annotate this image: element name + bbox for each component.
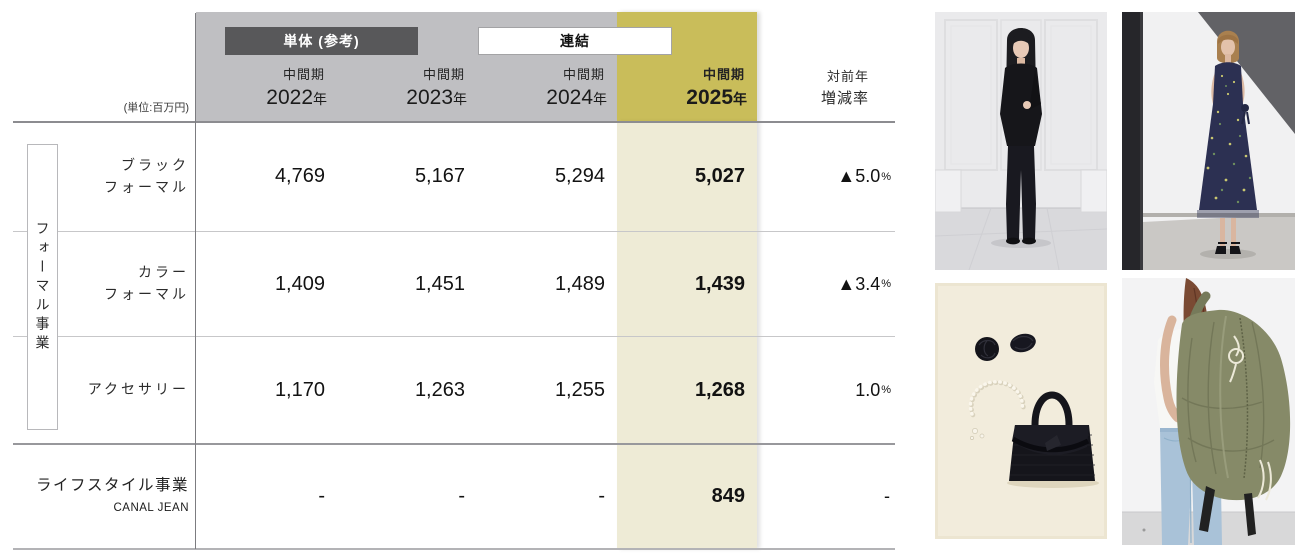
year-label: 2025 [686, 86, 733, 109]
row-separator [13, 336, 895, 337]
value-2025: 1,268 [694, 378, 745, 401]
value-yoy: ▲5.0% [837, 166, 891, 186]
column-highlight-2025 [617, 122, 757, 549]
value-2023: 1,263 [414, 378, 465, 401]
row-label: アクセサリー [87, 381, 189, 398]
canal-jean-label: CANAL JEAN [113, 502, 189, 515]
value-2024: 1,255 [554, 378, 605, 401]
photo-black-formal-suit [935, 12, 1107, 270]
year-suffix: 年 [733, 91, 747, 107]
table-row-lifestyle: ライフスタイル事業 CANAL JEAN - - - 849 - [0, 445, 895, 548]
row-label: ブラック フォーマル [104, 156, 189, 195]
year-label: 2022 [266, 86, 313, 109]
period-label: 中間期 [422, 67, 465, 82]
value-2022: 1,409 [274, 272, 325, 295]
year-suffix: 年 [313, 91, 327, 107]
table-row-accessories: アクセサリー 1,170 1,263 1,255 1,268 1.0% [0, 337, 895, 443]
value-2022: 4,769 [274, 165, 325, 187]
table-row-color-formal: カラー フォーマル 1,409 1,451 1,489 1,439 ▲3.4% [0, 232, 895, 336]
value-2024: 5,294 [554, 165, 605, 187]
yoy-header-line2: 増減率 [820, 90, 869, 107]
year-label: 2023 [406, 86, 453, 109]
period-label: 中間期 [702, 67, 745, 82]
column-header-2022: 中間期 2022年 [196, 64, 337, 116]
year-suffix: 年 [593, 91, 607, 107]
value-2025: 1,439 [694, 272, 745, 295]
value-2023: 1,451 [414, 272, 465, 295]
year-suffix: 年 [453, 91, 467, 107]
photo-bag-accessories [935, 283, 1107, 539]
value-yoy: - [884, 486, 890, 506]
consolidated-badge: 連結 [478, 27, 672, 55]
value-2023: 5,167 [414, 165, 465, 187]
value-yoy: 1.0% [855, 379, 891, 400]
column-header-yoy: 対前年 増減率 [757, 66, 895, 116]
label-column-divider [195, 13, 196, 549]
row-label: カラー フォーマル [104, 264, 189, 302]
value-2025: 849 [711, 485, 745, 507]
photo-khaki-backpack [1122, 278, 1295, 545]
formal-segment-label: フォーマル事業 [34, 220, 51, 354]
section-separator [13, 443, 895, 445]
value-2024: 1,489 [554, 272, 605, 295]
table-top-rule [13, 121, 895, 123]
yoy-header-line1: 対前年 [826, 69, 869, 84]
lifestyle-label: ライフスタイル事業 [35, 476, 189, 494]
column-header-2023: 中間期 2023年 [337, 64, 477, 116]
value-2025: 5,027 [694, 165, 745, 187]
standalone-badge: 単体 (参考) [225, 27, 418, 55]
year-label: 2024 [546, 86, 593, 109]
column-header-2024: 中間期 2024年 [477, 64, 617, 116]
photo-navy-lace-dress [1122, 12, 1295, 270]
value-2024: - [598, 485, 605, 507]
value-2022: - [318, 485, 325, 507]
row-label: ライフスタイル事業 CANAL JEAN [14, 445, 189, 548]
unit-note: (単位:百万円) [123, 102, 189, 114]
table-row-black-formal: ブラック フォーマル 4,769 5,167 5,294 5,027 ▲5.0% [0, 122, 895, 231]
row-separator [13, 231, 895, 232]
value-yoy: ▲3.4% [837, 273, 891, 294]
table-bottom-rule [13, 548, 895, 550]
formal-segment-box: フォーマル事業 [27, 144, 58, 430]
period-label: 中間期 [562, 67, 605, 82]
period-label: 中間期 [282, 67, 325, 82]
value-2022: 1,170 [274, 378, 325, 401]
column-header-2025: 中間期 2025年 [617, 64, 757, 116]
value-2023: - [458, 485, 465, 507]
